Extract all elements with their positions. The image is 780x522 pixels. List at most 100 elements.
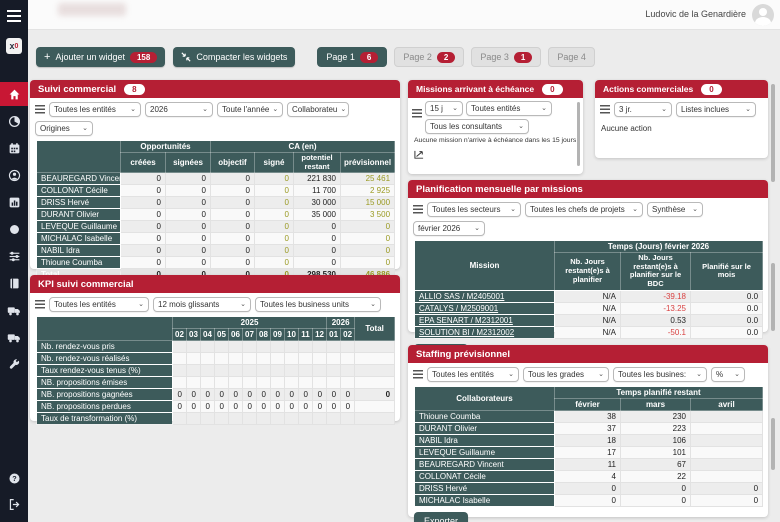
row-label: COLLONAT Cécile xyxy=(36,184,121,198)
row-label[interactable]: EPA SENART / M2312001 xyxy=(414,313,555,327)
entities-filter[interactable]: Toutes les entités ⌄ xyxy=(427,367,519,382)
tab-page-4[interactable]: Page 4 xyxy=(548,47,595,67)
sidebar-item-settings-sliders[interactable] xyxy=(0,244,28,268)
days-filter[interactable]: 3 jr. ⌄ xyxy=(614,102,672,117)
month-filter[interactable]: février 2026 ⌄ xyxy=(413,221,485,236)
sidebar-item-library[interactable] xyxy=(0,271,28,295)
sectors-filter[interactable]: Toutes les secteurs ⌄ xyxy=(427,202,521,217)
widget-title-bar[interactable]: Actions commerciales 0 xyxy=(595,80,768,98)
collaborator-row: COLLONAT Cécile 0 0 0 0 11 700 2 925 xyxy=(36,184,396,198)
row-label[interactable]: SOLUTION BI / M2312002 xyxy=(414,325,555,339)
collaborator-row: LEVEQUE Guillaume 17 101 xyxy=(414,446,764,459)
export-button[interactable]: Exporter xyxy=(414,512,469,522)
widget-title-bar[interactable]: Staffing prévisionnel xyxy=(408,345,768,363)
business-units-filter[interactable]: Toutes les busines: ⌄ xyxy=(613,367,707,382)
cell: 0.53 xyxy=(620,313,691,327)
consultants-filter[interactable]: Tous les consultants ⌄ xyxy=(425,119,529,134)
cell: 0.0 xyxy=(689,289,764,303)
collaborator-row: COLLONAT Cécile 4 22 xyxy=(414,470,764,483)
cell: 0.0 xyxy=(689,301,764,315)
widget-title-bar[interactable]: Suivi commercial 8 xyxy=(30,80,400,98)
widget-title-bar[interactable]: KPI suivi commercial xyxy=(30,275,400,293)
sidebar-item-contacts[interactable] xyxy=(0,163,28,187)
widget-title-bar[interactable]: Missions arrivant à échéance 0 xyxy=(408,80,583,98)
scrollbar-thumb[interactable] xyxy=(771,84,775,182)
filter-icon[interactable] xyxy=(600,105,610,114)
filter-icon[interactable] xyxy=(413,205,423,214)
cell xyxy=(172,364,187,377)
tab-page-1[interactable]: Page 1 6 xyxy=(317,47,388,67)
avatar[interactable] xyxy=(752,4,774,26)
sidebar-item-deliveries[interactable] xyxy=(0,325,28,349)
planning-link[interactable] xyxy=(408,145,583,165)
year-filter[interactable]: 2026 ⌄ xyxy=(145,102,213,117)
filter-icon[interactable] xyxy=(412,109,422,134)
add-widget-badge: 158 xyxy=(129,51,158,63)
sidebar-item-logout[interactable] xyxy=(0,492,28,516)
sidebar-item-tools[interactable] xyxy=(0,352,28,376)
collaborator-row: DRISS Hervé 0 0 0 xyxy=(414,482,764,495)
collaborator-row: DURANT Olivier 37 223 xyxy=(414,422,764,435)
sidebar-item-help[interactable]: ? xyxy=(0,466,28,490)
period-filter[interactable]: Toute l'année ⌄ xyxy=(217,102,283,117)
mission-row: EPA SENART / M2312001 N/A 0.53 0.0 xyxy=(414,313,764,327)
cell: N/A xyxy=(554,289,621,303)
cell: 0 xyxy=(210,172,255,186)
synthese-filter[interactable]: Synthèse ⌄ xyxy=(647,202,703,217)
cell: 0 xyxy=(120,220,166,234)
period-filter[interactable]: 12 mois glissants ⌄ xyxy=(153,297,251,312)
cell: 0 xyxy=(210,244,255,258)
sidebar-item-missions[interactable] xyxy=(0,217,28,241)
cell xyxy=(228,376,243,389)
cell: 0 xyxy=(554,494,621,507)
sidebar-item-calendar[interactable] xyxy=(0,136,28,160)
lists-filter[interactable]: Listes inclues ⌄ xyxy=(676,102,756,117)
days-filter[interactable]: 15 j ⌄ xyxy=(425,101,463,116)
row-label: NB. propositions gagnées xyxy=(36,388,173,401)
tab-page-2[interactable]: Page 2 2 xyxy=(394,47,465,67)
row-label[interactable]: CATALYS / M2509001 xyxy=(414,301,555,315)
row-label: BEAUREGARD Vincent xyxy=(36,172,121,186)
sidebar-item-analytics[interactable] xyxy=(0,190,28,214)
tab-page-3[interactable]: Page 3 1 xyxy=(471,47,542,67)
unit-filter[interactable]: % ⌄ xyxy=(711,367,745,382)
widget-planification-mensuelle: Planification mensuelle par missions Tou… xyxy=(408,180,768,362)
project-managers-filter[interactable]: Toutes les chefs de projets ⌄ xyxy=(525,202,643,217)
scrollbar-thumb[interactable] xyxy=(771,418,775,470)
collaborator-row: Thioune Coumba 0 0 0 0 0 0 xyxy=(36,256,396,270)
filter-icon[interactable] xyxy=(413,370,423,379)
calendar-icon xyxy=(9,142,19,153)
widget-title-bar[interactable]: Planification mensuelle par missions xyxy=(408,180,768,198)
add-widget-button[interactable]: + Ajouter un widget 158 xyxy=(36,47,166,67)
sidebar-item-reports[interactable] xyxy=(0,109,28,133)
cell: 0 xyxy=(284,400,299,413)
cell: 67 xyxy=(620,458,691,471)
kpi-row: Nb. rendez-vous pris xyxy=(36,340,396,353)
cell: 0 xyxy=(326,400,342,413)
filter-icon[interactable] xyxy=(35,300,45,309)
cell: 0 xyxy=(339,220,396,234)
kpi-filters: Toutes les entités ⌄ 12 mois glissants ⌄ T… xyxy=(30,293,400,316)
compact-widgets-button[interactable]: Compacter les widgets xyxy=(173,47,296,67)
sidebar-item-logistics[interactable] xyxy=(0,298,28,322)
mission-row: CATALYS / M2509001 N/A -13.25 0.0 xyxy=(414,301,764,315)
business-units-filter[interactable]: Toutes les business units ⌄ xyxy=(255,297,381,312)
missions-scrollbar[interactable] xyxy=(577,102,580,166)
cell: 0 xyxy=(311,400,328,413)
user-name[interactable]: Ludovic de la Genardière xyxy=(645,9,746,19)
menu-icon[interactable] xyxy=(0,4,28,28)
filter-icon[interactable] xyxy=(35,105,45,114)
scrollbar-thumb[interactable] xyxy=(771,263,775,331)
entities-filter[interactable]: Toutes les entités ⌄ xyxy=(49,102,141,117)
origins-filter[interactable]: Origines ⌄ xyxy=(35,121,93,136)
entities-filter[interactable]: Toutes les entités ⌄ xyxy=(49,297,149,312)
grades-filter[interactable]: Tous les grades ⌄ xyxy=(523,367,609,382)
row-label[interactable]: ALLIO SAS / M2405001 xyxy=(414,289,555,303)
collaborator-filter[interactable]: Collaborateu ⌄ xyxy=(287,102,349,117)
cell xyxy=(298,376,313,389)
entities-filter[interactable]: Toutes entités ⌄ xyxy=(466,101,552,116)
row-label: NABIL Idra xyxy=(36,244,121,258)
sidebar-item-home[interactable] xyxy=(0,82,28,106)
cell xyxy=(354,412,396,425)
